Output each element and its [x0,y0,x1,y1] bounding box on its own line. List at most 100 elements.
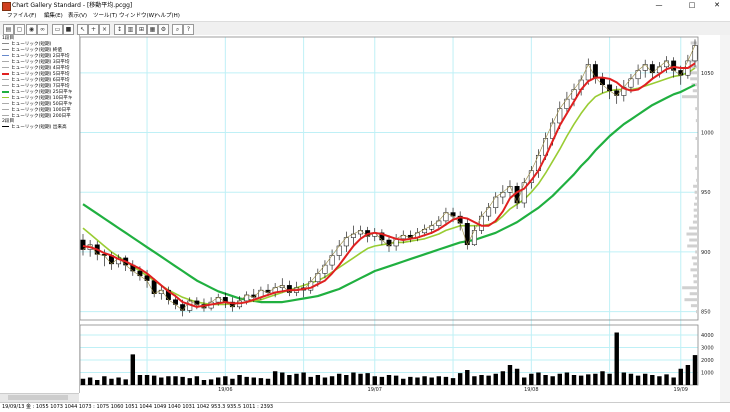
menu-tools[interactable]: ツール(T) [93,13,118,19]
delete-icon[interactable]: × [99,24,110,35]
candle-body [80,239,86,250]
legend-item[interactable]: ヒューリック(短期) 25日平キ [2,90,72,95]
volume-bar [493,373,498,385]
price-tick-label: 850 [701,310,711,316]
volume-profile-bar [689,226,698,230]
legend-item[interactable]: ヒューリック(短期) 10日平キ [2,96,72,101]
minimize-button[interactable]: — [655,1,663,9]
save-icon[interactable]: ◉ [26,24,37,35]
volume-profile-bar [692,89,698,93]
horizontal-scrollbar[interactable] [0,393,79,402]
legend-item[interactable]: ヒューリック(短期) 100日平 [2,108,71,113]
stock-chart[interactable]: 850 900 950 1000 1050 1000 2000 3000 4000 19/06 19… [80,35,720,402]
legend-swatch [2,109,9,110]
candle-body [471,230,477,246]
volume-bar [379,376,385,385]
legend-label: ヒューリック(短期) 5日平均 [11,72,70,77]
legend-item[interactable]: ヒューリック(短期) 5日平均 [2,72,70,77]
volume-bar [336,373,342,385]
volume-bar [386,375,392,385]
volume-profile-bar [693,214,698,218]
window-title: Chart Gallery Standard - [移動平均.pcgg] [12,2,133,9]
volume-bar [578,375,584,385]
new-icon[interactable]: ▤ [3,24,14,35]
legend-item[interactable]: ヒューリック(短期) 終値 [2,48,62,53]
volume-bar [543,375,548,385]
volume-bar [287,375,292,385]
volume-profile-bar [690,268,698,272]
settings-icon[interactable]: ⚙ [158,24,169,35]
scrollbar-thumb[interactable] [8,395,68,400]
candle-body [607,84,613,91]
candle-body [564,98,570,109]
grid-icon[interactable]: ⊞ [136,24,147,35]
maximize-button[interactable]: □ [688,1,696,9]
menu-file[interactable]: ファイル(F) [7,13,37,19]
legend-item[interactable]: ヒューリック(短期) 3日平均 [2,60,70,65]
volume-profile-bar [693,184,698,188]
date-tick-label: 19/06 [218,387,232,393]
volume-bar [208,379,214,385]
legend-swatch [2,55,9,56]
print-icon[interactable]: ▦ [147,24,158,35]
close-price-line [82,45,696,311]
volume-bar [642,373,648,385]
volume-bar [479,375,484,385]
volume-bar [230,378,235,385]
volume-bar [344,375,349,385]
disk-icon[interactable]: ■ [63,24,74,35]
volume-bar [522,377,527,385]
zoom-icon[interactable]: ↕ [114,24,125,35]
volume-bar [280,372,285,385]
legend-swatch [2,72,9,75]
legend-swatch [2,126,9,127]
volume-bar [393,375,399,385]
ma-5-line [82,62,696,308]
open-icon[interactable]: ▢ [14,24,25,35]
volume-profile-bar [695,119,698,123]
volume-bar [514,368,520,385]
menu-view[interactable]: 表示(V) [68,13,88,19]
volume-tick-label: 1000 [701,371,714,377]
price-panel-frame [80,36,699,321]
volume-tick-label: 2000 [701,358,714,364]
price-tick-label: 1050 [701,71,714,77]
volume-bar [429,377,434,385]
info-icon[interactable]: ? [183,24,194,35]
volume-bar [472,376,477,385]
legend-item[interactable]: ヒューリック(短期) 7日平均 [2,84,70,89]
chart-background [80,35,720,402]
candle-body [671,60,677,71]
volume-bar [301,372,306,385]
menu-edit[interactable]: 編集(E) [44,13,63,19]
legend-panel1-header: 1段目 [2,36,15,41]
crosshair-icon[interactable]: + [88,24,99,35]
folder-icon[interactable]: ▭ [52,24,63,35]
volume-bar [401,378,406,385]
volume-bar [678,368,683,385]
binoculars-icon[interactable]: ∞ [37,24,48,35]
legend-item-volume[interactable]: ヒューリック(短期) 出来高 [2,125,67,130]
menu-window[interactable]: ウィンドウ(W) [119,13,157,19]
chart-icon[interactable]: ▥ [125,24,136,35]
volume-profile-bar [695,107,698,111]
volume-bar [685,365,691,385]
legend-item[interactable]: ヒューリック(短期) 200日平 [2,114,71,119]
volume-bar [586,374,591,385]
candle-body [329,255,335,266]
cursor-icon[interactable]: ↖ [77,24,88,35]
legend-label: ヒューリック(短期) 50日平キ [11,102,73,107]
legend-item[interactable]: ヒューリック(短期) 4日平均 [2,66,70,71]
legend-item[interactable]: ヒューリック(短期) 50日平キ [2,102,72,107]
magnify-icon[interactable]: ⌕ [172,24,183,35]
close-button[interactable]: ✕ [714,1,720,9]
volume-profile-bar [695,250,698,254]
legend-item[interactable]: ヒューリック(短期) [2,42,51,47]
volume-bar [600,371,605,385]
volume-profile-bar [693,208,698,212]
volume-profile-bar [687,71,698,75]
legend-item[interactable]: ヒューリック(短期) 6日平均 [2,78,70,83]
legend-item[interactable]: ヒューリック(短期) 2日平均 [2,54,70,59]
menu-help[interactable]: ヘルプ(H) [155,13,180,19]
legend-label: ヒューリック(短期) 終値 [11,48,62,53]
